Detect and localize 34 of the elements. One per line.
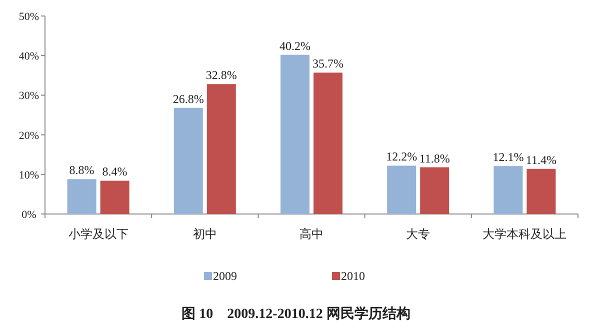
y-tick-label: 10% (18, 169, 40, 182)
bar (280, 54, 310, 214)
data-label: 12.2% (386, 150, 418, 164)
bar (387, 166, 416, 214)
data-label: 26.8% (172, 92, 204, 106)
y-tick-label: 40% (18, 50, 40, 63)
data-label: 11.8% (419, 151, 450, 166)
bar (420, 167, 450, 214)
data-label: 40.2% (280, 38, 310, 53)
text: 图 10 2009.12-2010.12 网民学历结构 (182, 306, 410, 322)
data-label: 8.8% (69, 163, 94, 178)
x-tick-label: 初中 (192, 227, 217, 241)
x-tick-label: 大学本科及以上 (482, 227, 567, 241)
x-tick-label: 小学及以下 (68, 227, 128, 241)
bar (67, 179, 96, 214)
bar (494, 166, 523, 214)
y-tick-label: 0% (22, 209, 36, 221)
bar (314, 72, 342, 214)
y-tick-label: 20% (18, 130, 40, 142)
bar (174, 108, 203, 214)
legend-label: 2009 (213, 269, 237, 283)
x-tick-label: 高中 (300, 227, 324, 241)
data-label: 11.4% (526, 152, 556, 167)
legend-label: 2010 (341, 269, 365, 283)
data-label: 32.8% (206, 68, 237, 82)
x-tick-label: 大专 (406, 227, 430, 241)
data-label: 35.7% (312, 56, 344, 71)
bar (526, 168, 556, 214)
data-label: 8.4% (102, 164, 128, 179)
data-label: 12.1% (492, 150, 524, 164)
y-tick-label: 50% (18, 11, 40, 23)
bar (100, 180, 130, 214)
y-tick-label: 30% (18, 90, 40, 102)
bar (206, 84, 236, 214)
